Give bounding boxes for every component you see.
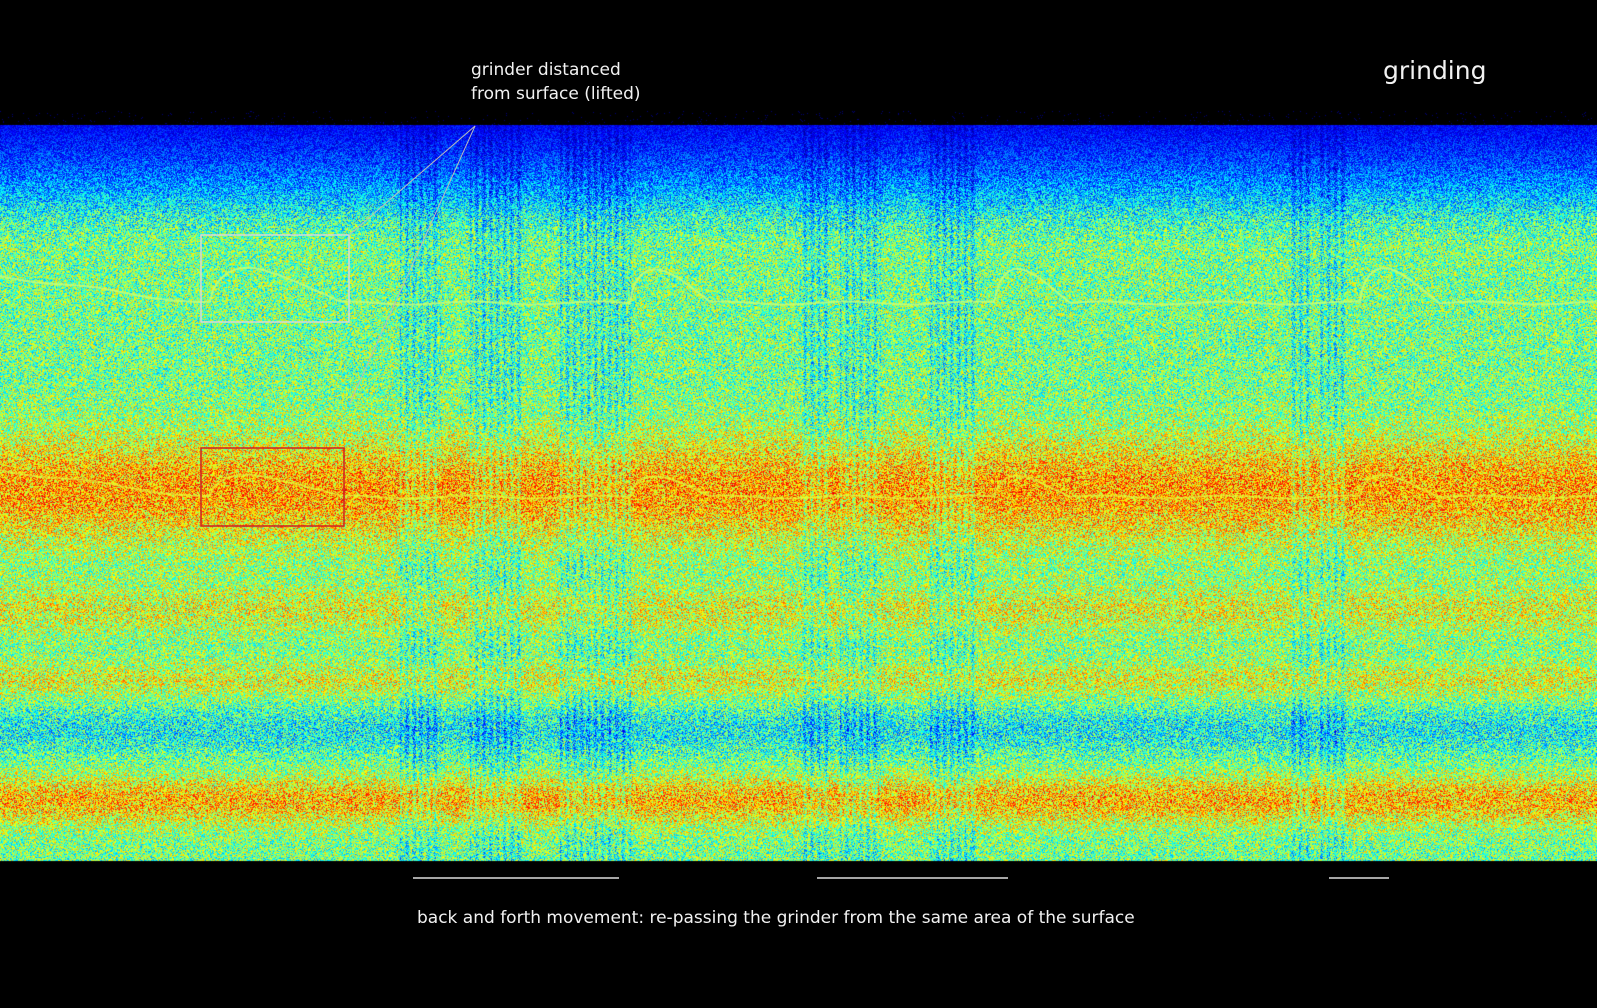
callout-line bbox=[348, 125, 476, 406]
spectrogram bbox=[0, 0, 1597, 870]
callout-line bbox=[348, 125, 476, 236]
harmonic-region-box bbox=[200, 447, 345, 527]
lifted-annotation: grinder distanced from surface (lifted) bbox=[471, 58, 641, 106]
annotation-line: from surface (lifted) bbox=[471, 84, 641, 104]
figure-title: grinding bbox=[1383, 56, 1487, 85]
annotation-line: grinder distanced bbox=[471, 60, 621, 80]
movement-caption: back and forth movement: re-passing the … bbox=[417, 908, 1135, 928]
lifted-region-box bbox=[200, 234, 350, 323]
